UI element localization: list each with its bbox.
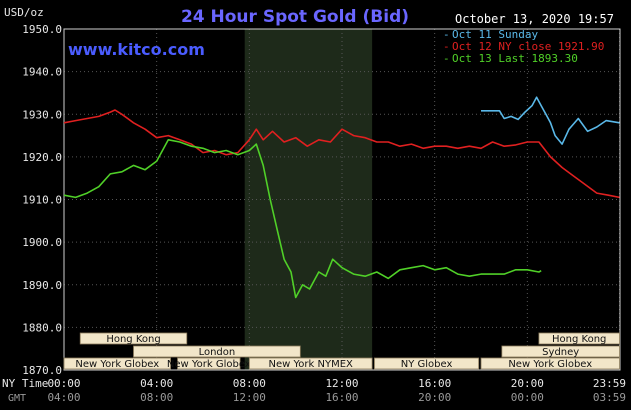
x-tick-ny-time: 20:00 — [511, 377, 544, 390]
session-box — [177, 357, 241, 370]
x-tick-ny-time: 04:00 — [140, 377, 173, 390]
ny-time-row-label: NY Time — [2, 377, 48, 390]
session-label: Hong Kong — [552, 334, 606, 345]
x-tick-ny-time: 12:00 — [325, 377, 358, 390]
session-box — [63, 357, 171, 370]
legend-marker: - — [443, 52, 450, 65]
session-label: Sydney — [542, 347, 579, 358]
y-tick-label: 1870.0 — [22, 364, 62, 377]
y-tick-label: 1940.0 — [22, 66, 62, 79]
session-label: New York NYMEX — [269, 359, 354, 370]
x-tick-ny-time: 00:00 — [47, 377, 80, 390]
legend-marker: - — [443, 28, 450, 41]
session-label: NY Globex — [401, 359, 453, 370]
legend-entry: Oct 12 NY close 1921.90 — [452, 40, 604, 53]
x-tick-gmt: 12:00 — [233, 391, 266, 404]
gmt-row-label: GMT — [8, 393, 26, 404]
x-tick-gmt: 04:00 — [47, 391, 80, 404]
series-line-2 — [63, 109, 620, 199]
series-line-3 — [63, 139, 542, 299]
x-tick-ny-time: 23:59 — [593, 377, 626, 390]
chart-title: 24 Hour Spot Gold (Bid) — [181, 7, 409, 27]
series-lines — [63, 96, 620, 299]
session-box — [248, 357, 373, 370]
legend: - Oct 11 Sunday- Oct 12 NY close 1921.90- O… — [443, 28, 604, 65]
session-box — [79, 332, 188, 345]
y-tick-label: 1920.0 — [22, 151, 62, 164]
session-box — [133, 345, 301, 358]
watermark: www.kitco.com — [68, 40, 205, 59]
y-tick-label: 1910.0 — [22, 194, 62, 207]
y-tick-label: 1890.0 — [22, 279, 62, 292]
y-tick-label: 1930.0 — [22, 108, 62, 121]
x-tick-gmt: 00:00 — [511, 391, 544, 404]
session-label: New York Globex — [508, 359, 592, 370]
x-tick-gmt: 20:00 — [418, 391, 451, 404]
x-tick-ny-time: 16:00 — [418, 377, 451, 390]
session-label: New York Globex — [75, 359, 159, 370]
y-axis-ticks: 1950.0 1940.0 1930.0 1920.0 1910.0 1900.0 1890… — [22, 23, 62, 377]
timestamp: October 13, 2020 19:57 — [455, 12, 614, 26]
x-tick-ny-time: 08:00 — [233, 377, 266, 390]
session-label: London — [199, 347, 236, 358]
session-box — [538, 332, 620, 345]
session-label: New York Globex — [167, 359, 251, 370]
series-line-1 — [481, 96, 620, 145]
session-box — [480, 357, 620, 370]
legend-marker: - — [443, 40, 450, 53]
legend-entry: Oct 11 Sunday — [452, 28, 538, 41]
plot-border — [63, 28, 621, 371]
unit-label: USD/oz — [4, 6, 44, 19]
session-box — [374, 357, 480, 370]
x-tick-gmt: 03:59 — [593, 391, 626, 404]
x-tick-gmt: 08:00 — [140, 391, 173, 404]
x-tick-gmt: 16:00 — [325, 391, 358, 404]
y-tick-label: 1880.0 — [22, 321, 62, 334]
x-axis-ticks: 00:0004:0004:0008:0008:0012:0012:0016:00… — [47, 377, 626, 404]
session-box — [501, 345, 620, 358]
legend-entry: Oct 13 Last 1893.30 — [452, 52, 578, 65]
y-tick-label: 1950.0 — [22, 23, 62, 36]
y-tick-label: 1900.0 — [22, 236, 62, 249]
session-label: Hong Kong — [106, 334, 160, 345]
